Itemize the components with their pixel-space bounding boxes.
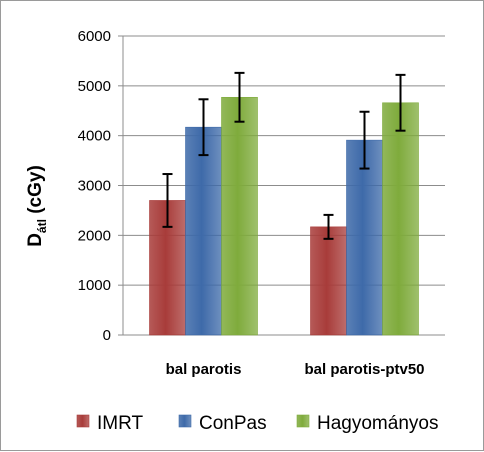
error-bar bbox=[323, 213, 334, 240]
y-axis-label: Dátl (cGy) bbox=[25, 165, 49, 247]
legend-swatch bbox=[76, 414, 90, 428]
y-tick-label: 4000 bbox=[78, 128, 111, 145]
y-tick-labels: 0 1000 2000 3000 4000 5000 6000 bbox=[78, 28, 123, 344]
bar-conpas bbox=[185, 126, 222, 336]
y-tick-label: 1000 bbox=[78, 277, 111, 294]
legend: IMRT ConPas Hagyományos bbox=[76, 413, 438, 434]
y-tick-label: 5000 bbox=[78, 78, 111, 95]
y-tick-label: 3000 bbox=[78, 178, 111, 195]
legend-label: IMRT bbox=[97, 413, 143, 434]
bar-conpas bbox=[346, 139, 383, 336]
error-bars bbox=[162, 71, 406, 240]
error-bar bbox=[162, 173, 173, 228]
legend-label: Hagyományos bbox=[317, 413, 438, 434]
y-tick-label: 6000 bbox=[78, 28, 111, 45]
bar-imrt bbox=[310, 226, 347, 336]
legend-item: IMRT bbox=[76, 413, 143, 434]
error-bar bbox=[198, 98, 209, 157]
x-category-labels: bal parotis bal parotis-ptv50 bbox=[166, 361, 425, 378]
error-bar bbox=[234, 71, 245, 123]
bar-hagyom-nyos bbox=[221, 96, 258, 336]
x-category-label: bal parotis bbox=[166, 361, 242, 378]
y-tick-label: 0 bbox=[103, 327, 111, 344]
legend-swatch bbox=[178, 414, 192, 428]
bar-hagyom-nyos bbox=[382, 102, 419, 336]
error-bar bbox=[359, 110, 370, 170]
error-bar bbox=[395, 73, 406, 132]
legend-item: ConPas bbox=[178, 413, 267, 434]
legend-swatch bbox=[296, 414, 310, 428]
y-tick-label: 2000 bbox=[78, 227, 111, 244]
bars bbox=[149, 96, 419, 336]
legend-item: Hagyományos bbox=[296, 413, 438, 434]
x-category-label: bal parotis-ptv50 bbox=[304, 361, 424, 378]
legend-label: ConPas bbox=[199, 413, 267, 434]
